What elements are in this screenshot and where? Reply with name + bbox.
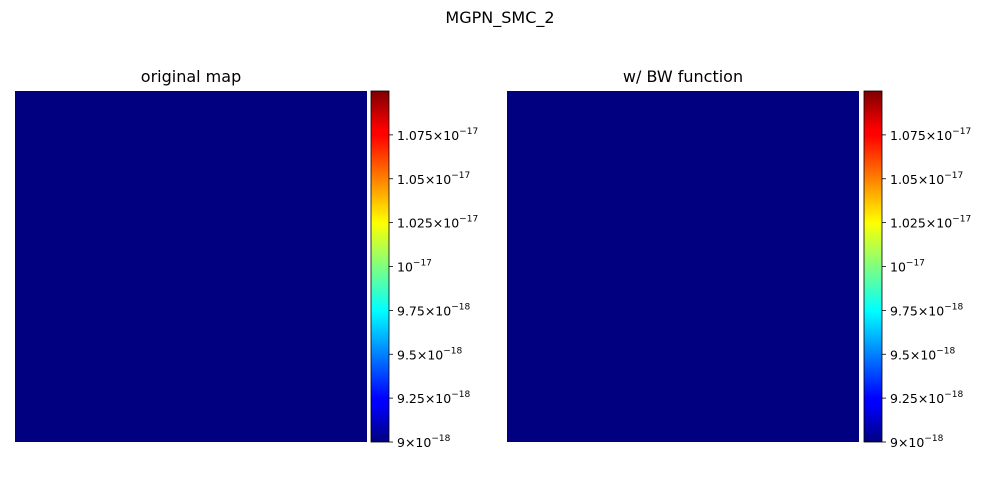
colorbar-tick-label: 1.025×10−17 [397,215,478,231]
colorbar: 9×10−18 9.25×10−18 9.5×10−18 9.75×10−18 10−1… [863,90,971,450]
heatmap-image [507,91,859,442]
panel-title: w/ BW function [623,67,743,86]
colorbar-tick-label: 9.75×10−18 [397,302,470,318]
colorbar-tick-label: 9×10−18 [397,434,451,450]
colorbar-tick-label: 9.5×10−18 [890,346,956,362]
colorbar-gradient [370,90,390,443]
panel-bw-function: w/ BW function 9×10−18 9.25×10−18 9.5×10−1… [507,67,971,450]
colorbar-tick-label: 1.075×10−17 [397,127,478,143]
panel-title: original map [141,67,241,86]
colorbar-tick-label: 9.5×10−18 [397,346,463,362]
colorbar-tick-label: 1.025×10−17 [890,215,971,231]
colorbar-tick-label: 1.075×10−17 [890,127,971,143]
heatmap-image [15,91,367,442]
colorbar-gradient [863,90,883,443]
colorbar-tick-label: 9.75×10−18 [890,302,963,318]
figure-title: MGPN_SMC_2 [445,8,554,28]
colorbar-tick-label: 9×10−18 [890,434,944,450]
colorbar-tick-label: 9.25×10−18 [890,390,963,406]
colorbar: 9×10−18 9.25×10−18 9.5×10−18 9.75×10−18 10−1… [370,90,478,450]
colorbar-tick-label: 1.05×10−17 [397,171,470,187]
colorbar-tick-label: 10−17 [890,259,925,275]
colorbar-tick-label: 9.25×10−18 [397,390,470,406]
panel-original-map: original map 9×10−189.25×10−189.5×10−189… [15,67,478,450]
colorbar-tick-label: 10−17 [397,259,432,275]
colorbar-tick-label: 1.05×10−17 [890,171,963,187]
